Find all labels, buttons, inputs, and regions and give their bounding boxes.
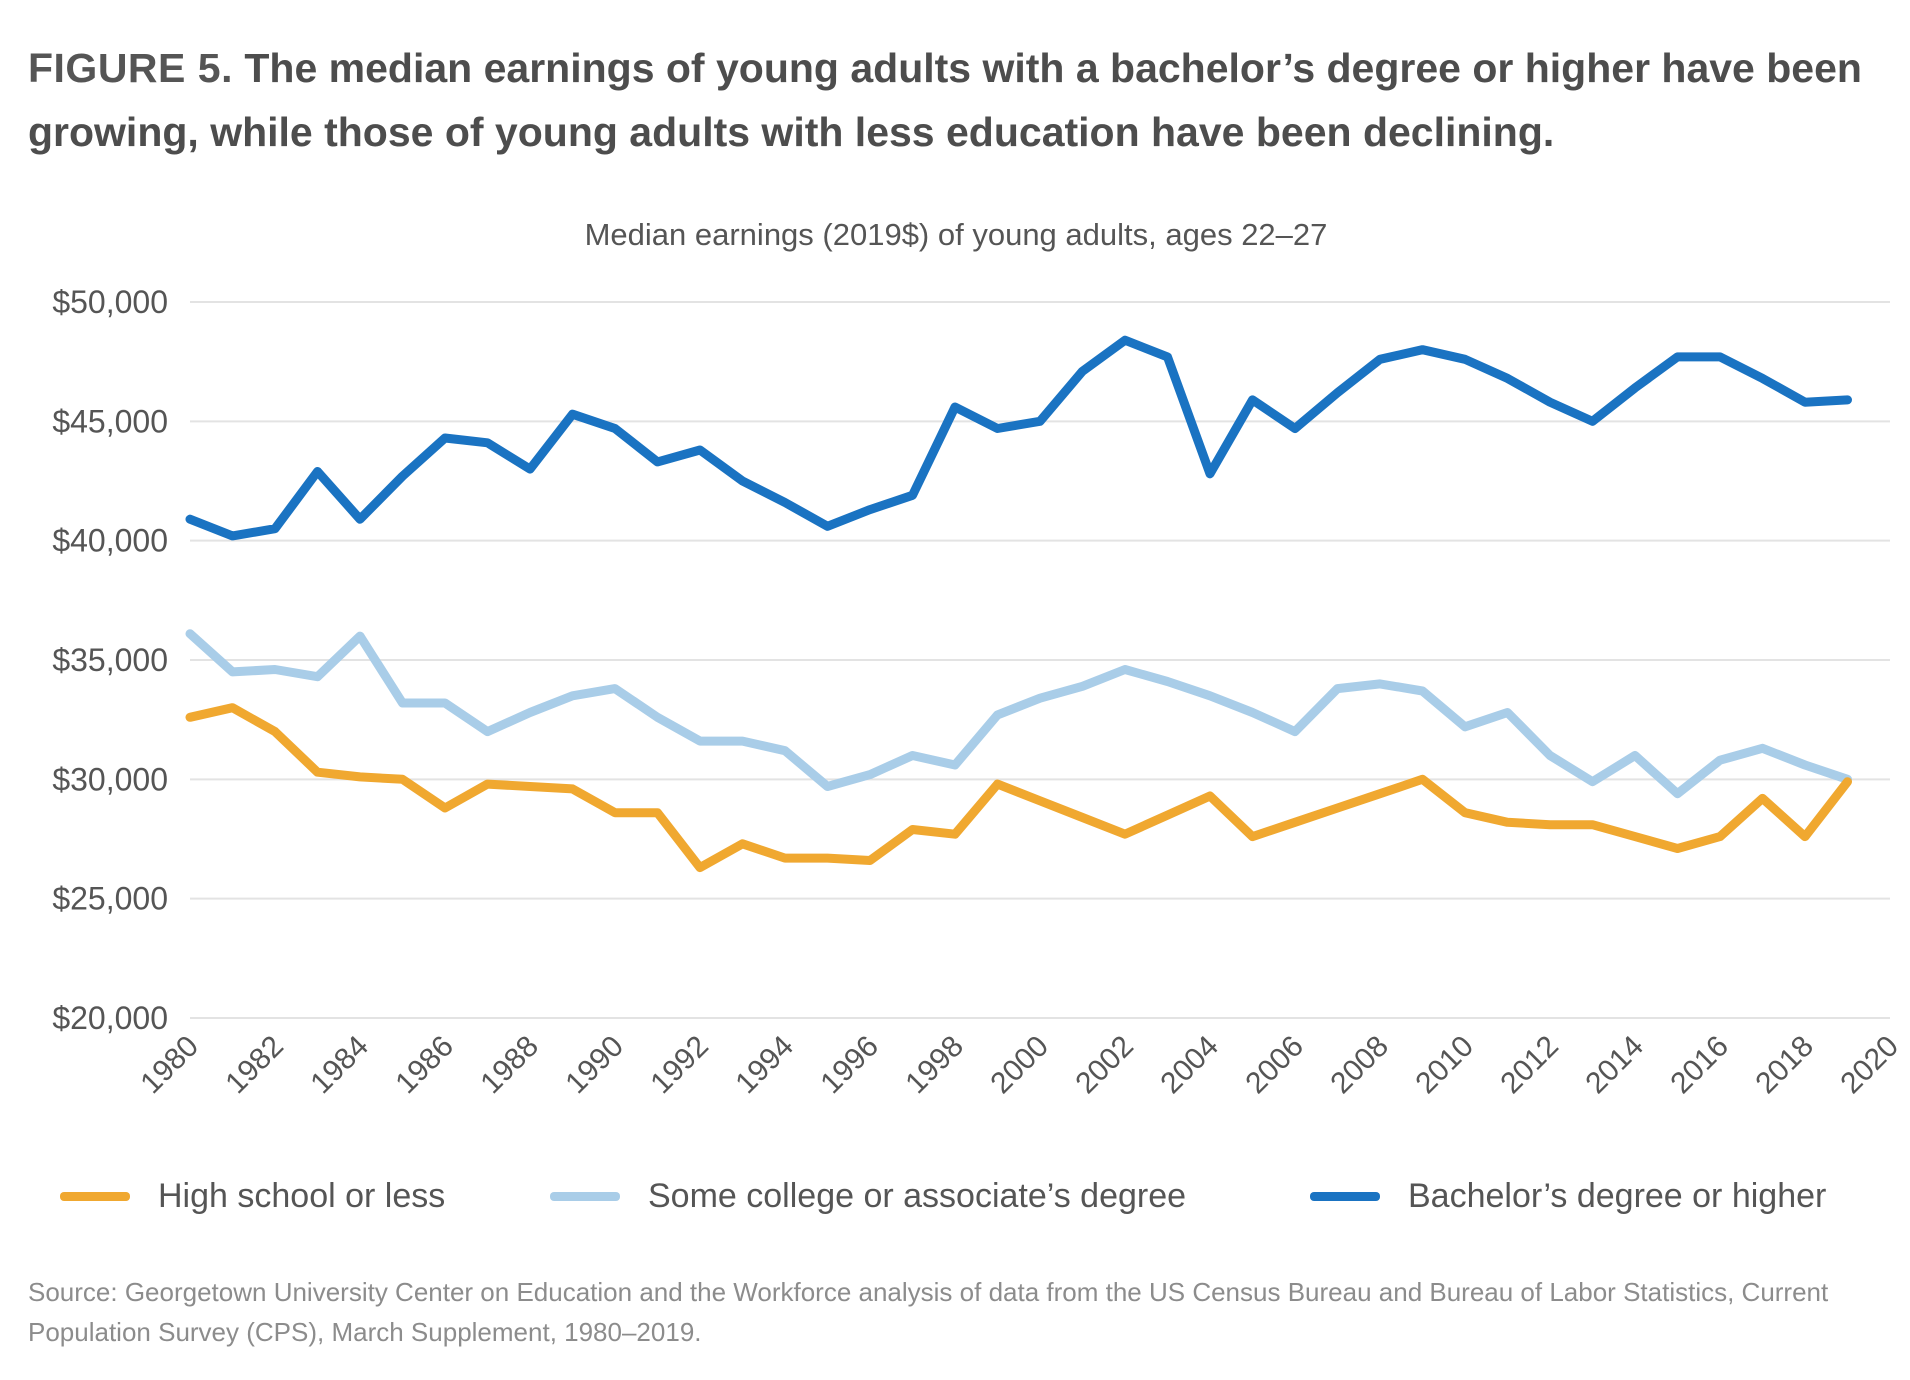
series-line-high-school: [185, 703, 1852, 873]
figure-title-text: The median earnings of young adults with…: [28, 45, 1862, 155]
y-tick-label: $20,000: [52, 1000, 168, 1036]
y-tick-label: $45,000: [52, 403, 168, 439]
x-tick-label: 1996: [814, 1030, 885, 1101]
x-tick-label: 1986: [389, 1030, 460, 1101]
x-tick-label: 2000: [984, 1030, 1055, 1101]
x-tick-label: 1992: [644, 1030, 715, 1101]
x-tick-label: 2006: [1239, 1030, 1310, 1101]
legend-swatch-high-school: [60, 1191, 130, 1201]
x-tick-label: 2002: [1069, 1030, 1140, 1101]
x-axis: 1980 1982 1984 1986 1988 1990 1992 1994 1996 1998…: [134, 1030, 1905, 1101]
y-tick-label: $30,000: [52, 761, 168, 797]
series-line-bachelors: [185, 335, 1852, 541]
legend-label-some-college: Some college or associate’s degree: [648, 1176, 1187, 1215]
x-tick-label: 2018: [1749, 1030, 1820, 1101]
x-tick-label: 1998: [899, 1030, 970, 1101]
x-tick-label: 2012: [1494, 1030, 1565, 1101]
x-tick-label: 1988: [474, 1030, 545, 1101]
series-lines: [185, 335, 1852, 873]
y-axis: $20,000 $25,000 $30,000 $35,000 $40,000 $45,0…: [52, 284, 168, 1036]
y-tick-label: $40,000: [52, 523, 168, 559]
chart-title: Median earnings (2019$) of young adults,…: [585, 217, 1328, 252]
x-tick-label: 1984: [304, 1030, 375, 1101]
legend-item-some-college: Some college or associate’s degree: [550, 1168, 1186, 1224]
x-tick-label: 2008: [1324, 1030, 1395, 1101]
legend-swatch-some-college: [550, 1191, 620, 1201]
x-tick-label: 2014: [1579, 1030, 1650, 1101]
y-tick-label: $35,000: [52, 642, 168, 678]
x-tick-label: 1990: [559, 1030, 630, 1101]
y-tick-label: $25,000: [52, 881, 168, 917]
legend-item-high-school: High school or less: [60, 1168, 445, 1224]
legend: High school or less Some college or asso…: [60, 1168, 1870, 1224]
figure-title: FIGURE 5. The median earnings of young a…: [28, 36, 1868, 164]
figure-label: FIGURE 5.: [28, 45, 233, 91]
legend-label-bachelors: Bachelor’s degree or higher: [1408, 1176, 1827, 1215]
source-note: Source: Georgetown University Center on …: [28, 1277, 1829, 1347]
legend-item-bachelors: Bachelor’s degree or higher: [1310, 1168, 1826, 1224]
x-tick-label: 2010: [1409, 1030, 1480, 1101]
x-tick-label: 1982: [219, 1030, 290, 1101]
x-tick-label: 1980: [134, 1030, 205, 1101]
x-tick-label: 2016: [1664, 1030, 1735, 1101]
series-line-some-college: [185, 629, 1852, 799]
x-tick-label: 2020: [1834, 1030, 1905, 1101]
legend-label-high-school: High school or less: [158, 1176, 446, 1215]
y-tick-label: $50,000: [52, 284, 168, 320]
gridlines: [190, 301, 1890, 1019]
legend-swatch-bachelors: [1310, 1191, 1380, 1201]
x-tick-label: 1994: [729, 1030, 800, 1101]
x-tick-label: 2004: [1154, 1030, 1225, 1101]
